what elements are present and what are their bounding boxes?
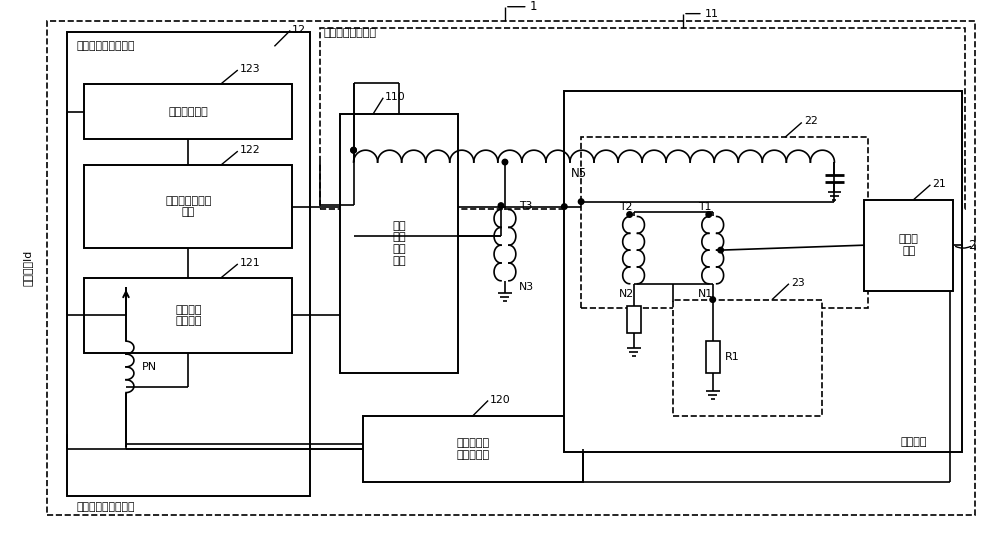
Bar xyxy=(84,278,292,353)
Circle shape xyxy=(562,204,567,210)
Text: T1: T1 xyxy=(698,201,711,212)
Bar xyxy=(340,113,458,373)
Text: 123: 123 xyxy=(240,64,260,74)
Text: 121: 121 xyxy=(240,258,260,268)
Bar xyxy=(864,200,953,291)
Circle shape xyxy=(718,248,723,253)
Text: N3: N3 xyxy=(519,282,534,292)
Circle shape xyxy=(706,212,712,217)
Bar xyxy=(673,300,822,416)
Circle shape xyxy=(351,147,356,153)
Circle shape xyxy=(502,159,508,165)
Text: 122: 122 xyxy=(240,145,260,155)
Text: 1: 1 xyxy=(530,0,537,13)
Text: N2: N2 xyxy=(619,289,634,299)
Bar xyxy=(363,416,583,482)
Bar xyxy=(67,33,310,496)
Text: 激励磁通平衡模块: 激励磁通平衡模块 xyxy=(324,28,377,39)
Bar xyxy=(320,28,965,209)
Text: T3: T3 xyxy=(519,200,532,211)
Text: 待测电流Id: 待测电流Id xyxy=(22,250,32,286)
Text: 第一
信号
处理
单元: 第一 信号 处理 单元 xyxy=(392,221,406,266)
Text: N5: N5 xyxy=(571,167,587,180)
Bar xyxy=(84,84,292,140)
Text: 多磁通平衡控制电路: 多磁通平衡控制电路 xyxy=(77,41,135,51)
Text: 11: 11 xyxy=(705,9,719,18)
Text: 直流偏磁信
号处理单元: 直流偏磁信 号处理单元 xyxy=(457,438,490,460)
Bar xyxy=(706,341,720,373)
Text: 22: 22 xyxy=(804,117,818,127)
Bar xyxy=(84,165,292,248)
Text: N1: N1 xyxy=(698,289,713,299)
Text: 120: 120 xyxy=(490,395,511,405)
Text: 激磁模块: 激磁模块 xyxy=(901,437,927,447)
Text: 21: 21 xyxy=(932,179,946,189)
Bar xyxy=(581,137,868,307)
Circle shape xyxy=(498,203,504,209)
Text: 12: 12 xyxy=(292,26,306,35)
Circle shape xyxy=(578,199,584,204)
Bar xyxy=(627,306,641,333)
Text: 电流检测单元: 电流检测单元 xyxy=(168,106,208,117)
Text: PN: PN xyxy=(142,362,157,372)
Text: T2: T2 xyxy=(619,201,632,212)
Text: 交直流磁通补偿
单元: 交直流磁通补偿 单元 xyxy=(165,196,212,217)
Circle shape xyxy=(627,212,632,217)
Text: 激磁振
荡器: 激磁振 荡器 xyxy=(899,235,919,256)
Text: 23: 23 xyxy=(791,278,805,288)
Text: 110: 110 xyxy=(385,92,406,102)
Bar xyxy=(564,91,962,452)
Text: 交直流磁通平衡模块: 交直流磁通平衡模块 xyxy=(77,502,135,513)
Text: R1: R1 xyxy=(725,352,739,362)
Text: 交流磁通
检测单元: 交流磁通 检测单元 xyxy=(175,305,202,326)
Circle shape xyxy=(710,297,716,302)
Circle shape xyxy=(351,147,356,153)
Text: 2: 2 xyxy=(968,239,976,251)
